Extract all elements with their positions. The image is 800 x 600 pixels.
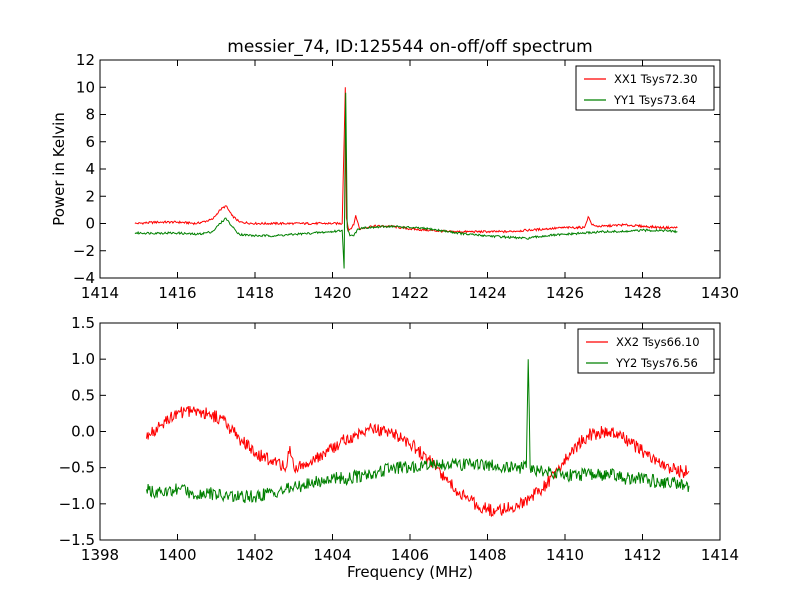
top-series-yy-line bbox=[134, 92, 678, 269]
bottom-x-tick-label: 1400 bbox=[158, 546, 196, 564]
bottom-x-tick-label: 1414 bbox=[701, 546, 739, 564]
bottom-x-tick-label: 1406 bbox=[391, 546, 429, 564]
top-y-tick-label: 8 bbox=[85, 106, 95, 124]
top-x-tick-label: 1424 bbox=[468, 284, 506, 302]
bottom-x-tick-label: 1404 bbox=[313, 546, 351, 564]
top-legend-label-xx: XX1 Tsys72.30 bbox=[614, 72, 698, 86]
bottom-legend: XX2 Tsys66.10 YY2 Tsys76.56 bbox=[577, 328, 715, 374]
top-legend-label-yy: YY1 Tsys73.64 bbox=[613, 93, 696, 107]
top-x-tick-label: 1422 bbox=[391, 284, 429, 302]
top-y-tick-label: 4 bbox=[85, 160, 95, 178]
top-y-tick-label: 6 bbox=[85, 133, 95, 151]
y-axis-title: Power in Kelvin bbox=[50, 112, 68, 226]
bottom-y-tick-label: 1.5 bbox=[71, 314, 95, 332]
top-x-tick-label: 1420 bbox=[313, 284, 351, 302]
top-y-tick-label: 2 bbox=[85, 187, 95, 205]
top-legend-box bbox=[575, 65, 715, 111]
bottom-x-tick-label: 1410 bbox=[546, 546, 584, 564]
bottom-x-tick-label: 1412 bbox=[623, 546, 661, 564]
top-x-tick-label: 1430 bbox=[701, 284, 739, 302]
bottom-series-xx-line bbox=[146, 405, 690, 518]
top-x-tick-label: 1416 bbox=[158, 284, 196, 302]
chart-title: messier_74, ID:125544 on-off/off spectru… bbox=[227, 37, 592, 57]
bottom-y-tick-label: −1.5 bbox=[59, 531, 95, 549]
bottom-panel: 1398 1400 1402 1404 1406 1408 1410 1412 1414 −1.5… bbox=[59, 314, 740, 581]
top-y-tick-label: 0 bbox=[85, 215, 95, 233]
top-panel: 1414 1416 1418 1420 1422 1424 1426 1428 1430 −4 −2… bbox=[50, 51, 739, 302]
top-y-tick-label: −2 bbox=[73, 242, 95, 260]
top-x-tick-label: 1428 bbox=[623, 284, 661, 302]
top-x-tick-label: 1418 bbox=[236, 284, 274, 302]
bottom-series-yy-line bbox=[146, 359, 690, 504]
top-legend: XX1 Tsys72.30 YY1 Tsys73.64 bbox=[575, 65, 715, 111]
bottom-y-tick-label: −0.5 bbox=[59, 459, 95, 477]
bottom-y-tick-label: −1.0 bbox=[59, 495, 95, 513]
top-y-tick-label: 12 bbox=[76, 51, 95, 69]
bottom-x-tick-label: 1408 bbox=[468, 546, 506, 564]
bottom-legend-label-xx: XX2 Tsys66.10 bbox=[616, 335, 700, 349]
bottom-y-tick-label: 0.0 bbox=[71, 423, 95, 441]
top-y-tick-label: 10 bbox=[76, 78, 95, 96]
bottom-y-tick-label: 0.5 bbox=[71, 386, 95, 404]
bottom-x-tick-label: 1398 bbox=[81, 546, 119, 564]
bottom-legend-box bbox=[577, 328, 715, 374]
bottom-legend-label-yy: YY2 Tsys76.56 bbox=[615, 356, 698, 370]
top-series-xx-line bbox=[134, 87, 678, 234]
top-y-tick-label: −4 bbox=[73, 269, 95, 287]
bottom-x-tick-label: 1402 bbox=[236, 546, 274, 564]
top-x-tick-label: 1426 bbox=[546, 284, 584, 302]
top-x-tick-label: 1414 bbox=[81, 284, 119, 302]
bottom-y-tick-label: 1.0 bbox=[71, 350, 95, 368]
x-axis-title: Frequency (MHz) bbox=[347, 563, 473, 581]
